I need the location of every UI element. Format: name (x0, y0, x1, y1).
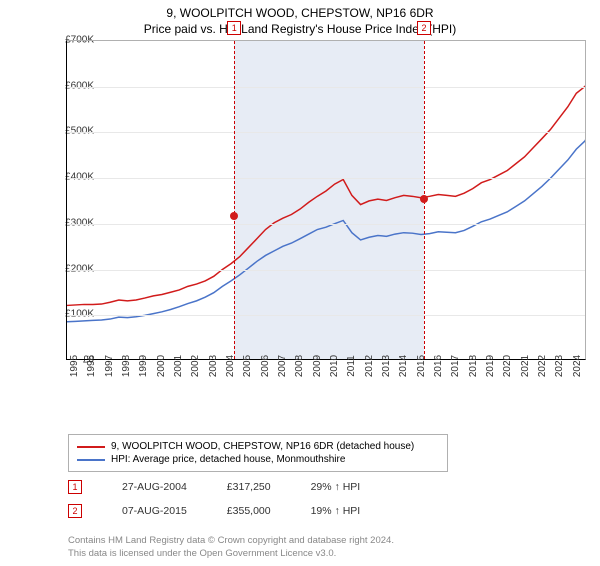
legend-swatch (77, 459, 105, 461)
annotation-delta: 29% ↑ HPI (311, 481, 361, 493)
footer-line: Contains HM Land Registry data © Crown c… (68, 535, 394, 547)
footer-line: This data is licensed under the Open Gov… (68, 548, 394, 560)
legend-item: HPI: Average price, detached house, Monm… (77, 454, 439, 465)
x-tick-label: 2002 (190, 355, 201, 377)
x-tick-label: 2005 (242, 355, 253, 377)
annotation-marker-box: 2 (68, 504, 82, 518)
annotation-price: £317,250 (227, 481, 271, 493)
chart-container: 9, WOOLPITCH WOOD, CHEPSTOW, NP16 6DR Pr… (0, 6, 600, 566)
plot-region: 12 (66, 40, 586, 360)
x-tick-label: 1996 (86, 355, 97, 377)
x-tick-label: 2024 (572, 355, 583, 377)
legend-swatch (77, 446, 105, 448)
annotation-row: 1 27-AUG-2004 £317,250 29% ↑ HPI (68, 480, 360, 494)
x-tick-label: 2012 (364, 355, 375, 377)
x-tick-label: 2003 (208, 355, 219, 377)
x-tick-label: 1998 (121, 355, 132, 377)
legend-label: 9, WOOLPITCH WOOD, CHEPSTOW, NP16 6DR (d… (111, 441, 414, 452)
marker-vline (234, 41, 235, 359)
annotation-marker-box: 1 (68, 480, 82, 494)
x-tick-label: 2001 (173, 355, 184, 377)
x-tick-label: 2017 (450, 355, 461, 377)
x-tick-label: 2016 (433, 355, 444, 377)
x-tick-label: 2000 (156, 355, 167, 377)
x-tick-label: 2018 (468, 355, 479, 377)
chart-title: 9, WOOLPITCH WOOD, CHEPSTOW, NP16 6DR (0, 6, 600, 20)
series-line-hpi (67, 123, 585, 322)
chart-area: £0£100K£200K£300K£400K£500K£600K£700K 12… (36, 40, 596, 400)
price-point (230, 212, 238, 220)
x-tick-label: 2022 (537, 355, 548, 377)
x-tick-label: 2023 (554, 355, 565, 377)
line-plot-svg (67, 41, 585, 359)
annotation-date: 07-AUG-2015 (122, 505, 187, 517)
x-tick-label: 2008 (294, 355, 305, 377)
x-tick-label: 2019 (485, 355, 496, 377)
legend-label: HPI: Average price, detached house, Monm… (111, 454, 345, 465)
x-tick-label: 2004 (225, 355, 236, 377)
annotation-delta: 19% ↑ HPI (311, 505, 361, 517)
annotation-price: £355,000 (227, 505, 271, 517)
legend-item: 9, WOOLPITCH WOOD, CHEPSTOW, NP16 6DR (d… (77, 441, 439, 452)
x-tick-label: 2021 (520, 355, 531, 377)
marker-label-box: 1 (227, 21, 241, 35)
x-tick-label: 2009 (312, 355, 323, 377)
x-tick-label: 2011 (346, 355, 357, 377)
x-tick-label: 2007 (277, 355, 288, 377)
x-tick-label: 2015 (416, 355, 427, 377)
x-tick-label: 2013 (381, 355, 392, 377)
annotation-date: 27-AUG-2004 (122, 481, 187, 493)
price-point (420, 195, 428, 203)
x-tick-label: 2014 (398, 355, 409, 377)
annotation-row: 2 07-AUG-2015 £355,000 19% ↑ HPI (68, 504, 360, 518)
x-tick-label: 1997 (104, 355, 115, 377)
x-tick-label: 1995 (69, 355, 80, 377)
series-line-price-paid (67, 75, 585, 305)
footer-attribution: Contains HM Land Registry data © Crown c… (68, 535, 394, 560)
legend-box: 9, WOOLPITCH WOOD, CHEPSTOW, NP16 6DR (d… (68, 434, 448, 472)
marker-label-box: 2 (417, 21, 431, 35)
x-tick-label: 1999 (138, 355, 149, 377)
x-tick-label: 2006 (260, 355, 271, 377)
x-tick-label: 2020 (502, 355, 513, 377)
x-tick-label: 2010 (329, 355, 340, 377)
